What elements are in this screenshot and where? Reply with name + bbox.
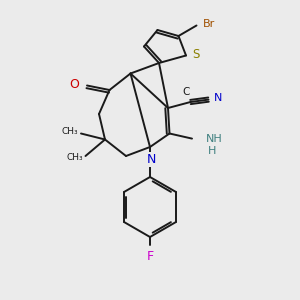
Text: CH₃: CH₃	[67, 153, 83, 162]
Text: Br: Br	[202, 19, 215, 29]
Text: N: N	[147, 153, 156, 166]
Text: O: O	[70, 77, 80, 91]
Text: N: N	[214, 93, 222, 103]
Text: S: S	[192, 48, 200, 62]
Text: H: H	[208, 146, 216, 156]
Text: C: C	[182, 87, 190, 97]
Text: NH: NH	[206, 134, 223, 145]
Text: CH₃: CH₃	[62, 128, 79, 136]
Text: F: F	[146, 250, 154, 263]
